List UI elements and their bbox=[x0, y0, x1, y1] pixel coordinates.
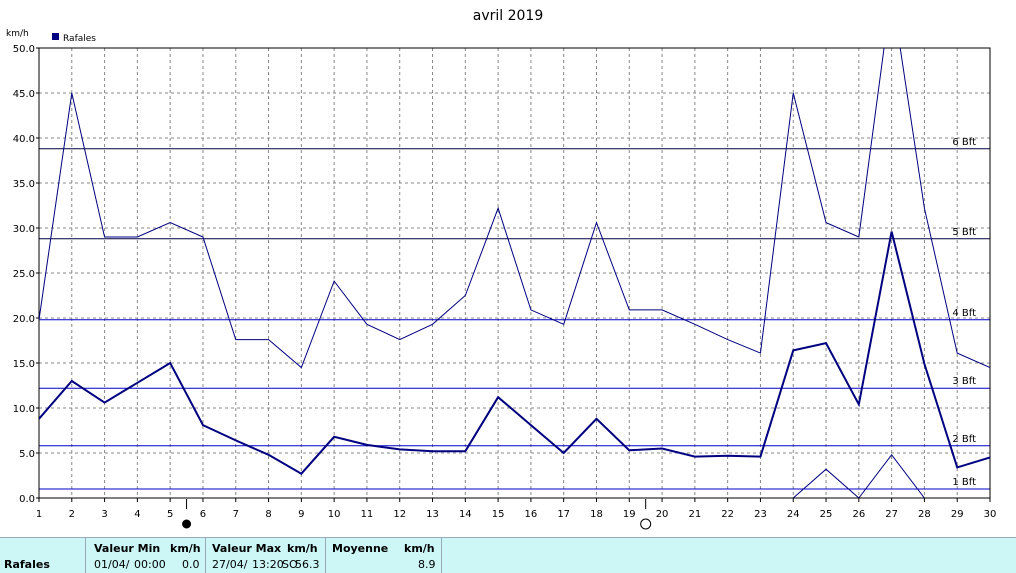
x-tick-label: 22 bbox=[721, 509, 734, 520]
x-tick-label: 27 bbox=[885, 509, 898, 520]
x-tick-label: 5 bbox=[167, 509, 173, 520]
x-tick-label: 29 bbox=[951, 509, 964, 520]
y-tick-label: 50.0 bbox=[13, 44, 35, 55]
min-header: Valeur Min bbox=[94, 542, 161, 555]
series-line-max bbox=[39, 48, 990, 369]
x-tick-label: 28 bbox=[918, 509, 931, 520]
wind-gust-chart: avril 2019 km/h Rafales 1 Bft 2 Bft 3 Bft 4… bbox=[6, 8, 997, 530]
series-line-min bbox=[792, 453, 925, 498]
x-tick-label: 23 bbox=[754, 509, 767, 520]
y-tick-label: 0.0 bbox=[19, 494, 35, 505]
max-value: 56.3 bbox=[295, 558, 320, 571]
y-tick-label: 30.0 bbox=[13, 224, 35, 235]
x-tick-label: 6 bbox=[200, 509, 206, 520]
min-time: 00:00 bbox=[134, 558, 166, 571]
x-tick-label: 18 bbox=[590, 509, 603, 520]
new-moon-icon bbox=[182, 519, 192, 529]
stats-avg-cell: Moyenne km/h 8.9 bbox=[326, 538, 442, 573]
y-tick-label: 45.0 bbox=[13, 89, 35, 100]
y-tick-label: 25.0 bbox=[13, 269, 35, 280]
y-tick-label: 15.0 bbox=[13, 359, 35, 370]
min-value: 0.0 bbox=[182, 558, 200, 571]
y-axis-unit: km/h bbox=[6, 29, 29, 39]
y-tick-label: 5.0 bbox=[19, 449, 35, 460]
series-line-mean bbox=[39, 231, 990, 475]
x-tick-label: 9 bbox=[298, 509, 304, 520]
x-tick-label: 7 bbox=[233, 509, 239, 520]
x-tick-label: 4 bbox=[134, 509, 140, 520]
avg-header: Moyenne bbox=[332, 542, 389, 555]
x-tick-label: 2 bbox=[69, 509, 75, 520]
stats-series-label: Rafales bbox=[4, 558, 50, 571]
x-tick-label: 14 bbox=[459, 509, 472, 520]
legend-swatch bbox=[52, 33, 59, 40]
x-tick-label: 11 bbox=[361, 509, 374, 520]
x-tick-label: 12 bbox=[393, 509, 406, 520]
chart-title: avril 2019 bbox=[473, 8, 543, 24]
x-tick-label: 13 bbox=[426, 509, 439, 520]
min-unit: km/h bbox=[170, 542, 201, 555]
y-tick-label: 10.0 bbox=[13, 404, 35, 415]
x-tick-label: 19 bbox=[623, 509, 636, 520]
y-tick-label: 35.0 bbox=[13, 179, 35, 190]
max-time: 13:20 bbox=[252, 558, 284, 571]
beaufort-label: 5 Bft bbox=[952, 227, 976, 238]
beaufort-label: 3 Bft bbox=[952, 376, 976, 387]
avg-value: 8.9 bbox=[418, 558, 436, 571]
x-tick-label: 26 bbox=[852, 509, 865, 520]
plot-area: 1 Bft 2 Bft 3 Bft 4 Bft 5 Bft 6 Bft 0.0 5.0 10.0… bbox=[13, 44, 997, 530]
min-date: 01/04/ bbox=[94, 558, 130, 571]
max-header: Valeur Max bbox=[212, 542, 282, 555]
beaufort-label: 4 Bft bbox=[952, 308, 976, 319]
x-tick-label: 16 bbox=[525, 509, 538, 520]
x-tick-label: 25 bbox=[820, 509, 833, 520]
avg-unit: km/h bbox=[404, 542, 435, 555]
stats-max-cell: Valeur Max km/h 27/04/ 13:20 SO 56.3 bbox=[206, 538, 326, 573]
x-tick-label: 15 bbox=[492, 509, 505, 520]
max-unit: km/h bbox=[287, 542, 318, 555]
y-tick-label: 20.0 bbox=[13, 314, 35, 325]
beaufort-label: 1 Bft bbox=[952, 477, 976, 488]
stats-panel: Rafales Valeur Min km/h 01/04/ 00:00 0.0… bbox=[0, 537, 1016, 573]
x-tick-label: 24 bbox=[787, 509, 800, 520]
x-tick-label: 3 bbox=[101, 509, 107, 520]
max-direction: SO bbox=[282, 558, 298, 571]
stats-series-cell: Rafales bbox=[0, 538, 86, 573]
x-tick-label: 20 bbox=[656, 509, 669, 520]
beaufort-label: 2 Bft bbox=[952, 434, 976, 445]
beaufort-label: 6 Bft bbox=[952, 137, 976, 148]
x-tick-label: 1 bbox=[36, 509, 42, 520]
max-date: 27/04/ bbox=[212, 558, 248, 571]
x-tick-label: 21 bbox=[688, 509, 701, 520]
stats-min-cell: Valeur Min km/h 01/04/ 00:00 0.0 bbox=[86, 538, 206, 573]
legend-label: Rafales bbox=[63, 34, 96, 44]
x-tick-label: 10 bbox=[328, 509, 341, 520]
y-tick-label: 40.0 bbox=[13, 134, 35, 145]
x-tick-label: 30 bbox=[984, 509, 997, 520]
full-moon-icon bbox=[640, 518, 652, 530]
x-tick-label: 17 bbox=[557, 509, 570, 520]
x-tick-label: 8 bbox=[265, 509, 271, 520]
